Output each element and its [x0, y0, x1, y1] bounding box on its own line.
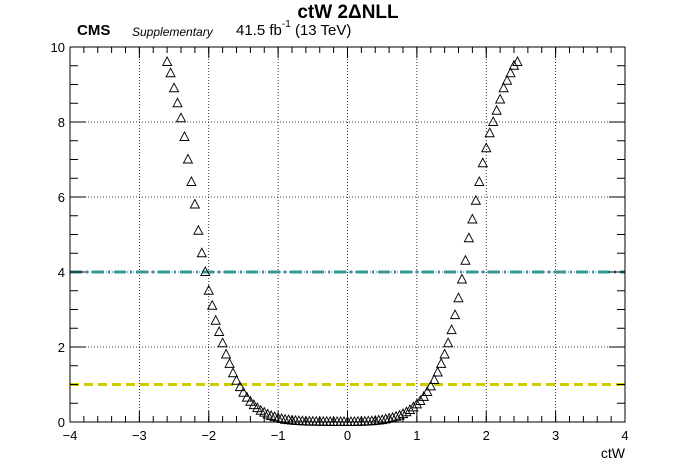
- data-point: [241, 391, 253, 402]
- data-point: [200, 266, 211, 276]
- luminosity-label: 41.5 fb-1 (13 TeV): [236, 19, 352, 39]
- data-point: [432, 366, 443, 377]
- data-point: [165, 67, 176, 78]
- data-point: [467, 213, 478, 224]
- data-point: [487, 116, 499, 126]
- data-point: [501, 74, 513, 85]
- x-tick-label: −1: [271, 428, 286, 443]
- data-point: [231, 374, 242, 385]
- data-point: [463, 232, 475, 243]
- data-point: [470, 194, 482, 205]
- data-point: [193, 224, 204, 235]
- data-point: [220, 348, 232, 359]
- data-point: [508, 59, 520, 70]
- chart-title: ctW 2ΔNLL: [297, 2, 399, 23]
- data-point: [196, 247, 208, 258]
- data-point: [248, 399, 260, 410]
- x-axis-label: ctW: [601, 445, 626, 461]
- luminosity-value: 41.5 fb: [236, 22, 282, 39]
- experiment-label: CMS: [77, 22, 111, 39]
- data-point: [217, 337, 228, 348]
- data-point: [456, 273, 468, 284]
- data-point: [422, 386, 433, 396]
- data-points: [161, 56, 523, 426]
- data-point: [376, 414, 388, 425]
- data-point: [380, 413, 391, 424]
- energy-label: (13 TeV): [294, 22, 352, 39]
- y-tick-label: 6: [58, 190, 65, 205]
- data-point: [491, 104, 502, 115]
- data-point: [474, 176, 485, 186]
- y-tick-label: 10: [51, 40, 65, 55]
- supplementary-label: Supplementary: [132, 25, 213, 39]
- data-point: [418, 390, 430, 401]
- y-tick-label: 4: [58, 265, 65, 280]
- data-point: [168, 82, 180, 93]
- data-point: [404, 404, 416, 414]
- x-tick-label: 1: [413, 428, 420, 443]
- data-point: [394, 409, 405, 420]
- x-tick-label: 4: [621, 428, 628, 443]
- luminosity-exponent: -1: [281, 19, 291, 30]
- data-point: [494, 93, 506, 104]
- data-point: [245, 395, 256, 406]
- x-tick-label: −2: [201, 428, 216, 443]
- data-point: [189, 198, 201, 209]
- x-tick-label: 0: [344, 428, 351, 443]
- data-point: [442, 337, 454, 348]
- axis-ticks: [69, 46, 626, 423]
- data-point: [213, 326, 225, 336]
- data-point: [175, 112, 187, 123]
- data-point: [453, 292, 464, 303]
- x-tick-label: −4: [63, 428, 78, 443]
- data-point: [203, 284, 214, 295]
- data-point: [186, 176, 197, 186]
- data-point: [161, 56, 173, 66]
- y-tick-label: 2: [58, 340, 65, 355]
- x-tick-label: −3: [132, 428, 147, 443]
- y-tick-label: 0: [58, 415, 65, 430]
- data-point: [224, 357, 235, 368]
- data-point: [172, 97, 183, 108]
- data-point: [460, 254, 471, 265]
- data-point: [425, 380, 436, 391]
- data-point: [481, 142, 492, 153]
- data-point: [505, 67, 516, 78]
- data-point: [234, 381, 246, 392]
- data-point: [512, 56, 523, 66]
- data-point: [227, 367, 239, 378]
- data-point: [179, 131, 190, 141]
- tick-labels: −4 −3 −2 −1 0 1 2 3 4 0 2 4 6 8 10: [51, 40, 629, 443]
- data-point: [401, 406, 412, 417]
- grid: [70, 47, 625, 422]
- x-tick-label: 2: [483, 428, 490, 443]
- data-point: [446, 324, 457, 335]
- data-point: [182, 153, 194, 164]
- data-point: [435, 357, 447, 368]
- data-point: [484, 127, 495, 138]
- data-point: [428, 374, 440, 384]
- data-point: [206, 299, 218, 310]
- data-point: [210, 314, 221, 325]
- data-point: [439, 348, 450, 359]
- data-point: [449, 309, 461, 320]
- data-point: [411, 398, 423, 409]
- data-point: [387, 411, 398, 422]
- data-point: [498, 82, 509, 93]
- data-point: [238, 386, 249, 397]
- data-point: [408, 401, 419, 412]
- data-point: [477, 157, 489, 168]
- x-tick-label: 3: [552, 428, 559, 443]
- data-point: [390, 410, 402, 421]
- y-tick-label: 8: [58, 115, 65, 130]
- reference-lines: [70, 270, 625, 386]
